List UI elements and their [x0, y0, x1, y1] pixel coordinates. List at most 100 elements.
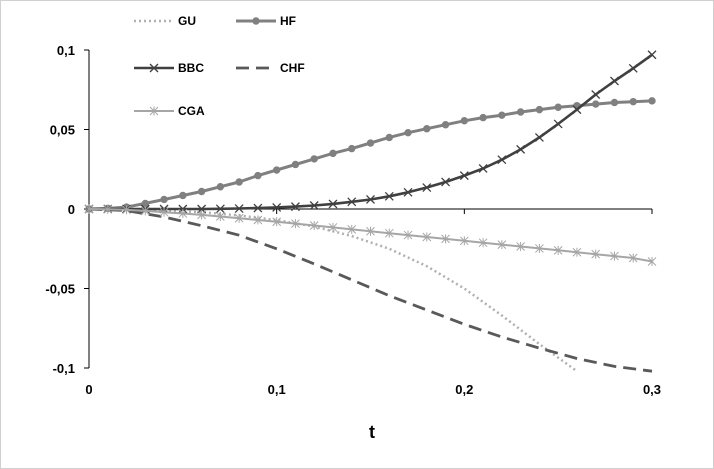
data-point-hf [498, 111, 506, 119]
data-point-cga [591, 249, 601, 259]
data-point-bbc [610, 76, 619, 86]
data-point-cga [253, 215, 263, 225]
data-point-bbc [272, 202, 282, 212]
data-point-hf [179, 191, 187, 200]
data-point-cga [628, 253, 638, 263]
data-point-bbc [234, 204, 244, 213]
data-point-bbc [215, 204, 225, 214]
data-point-bbc [328, 199, 338, 209]
data-point-hf [366, 139, 375, 147]
data-point-cga [234, 213, 244, 223]
data-point-cga [216, 211, 225, 221]
data-point-bbc [534, 132, 544, 142]
data-point-cga [328, 222, 338, 232]
legend-item-gu: GU [134, 14, 196, 28]
marker-stroke [215, 204, 225, 214]
series-line-gu [88, 207, 578, 373]
legend-label-bbc: BBC [178, 61, 204, 75]
data-point-cga [178, 208, 188, 218]
marker-stroke [422, 183, 432, 192]
data-point-cga [272, 217, 282, 227]
data-point-cga [122, 205, 131, 215]
data-point-hf [385, 133, 393, 142]
marker-stroke [234, 204, 244, 213]
data-point-hf [329, 149, 337, 158]
y-tick-label: 0 [68, 202, 75, 217]
data-point-hf [629, 97, 637, 106]
data-point-cga [478, 238, 488, 248]
data-point-cga [459, 236, 469, 246]
legend-item-cga: CGA [134, 104, 205, 118]
marker-stroke [272, 202, 282, 212]
legend-label-hf: HF [280, 14, 296, 28]
y-tick-label: 0,05 [50, 123, 75, 138]
data-point-bbc [253, 203, 263, 213]
data-point-bbc [309, 201, 319, 210]
data-point-bbc [591, 90, 601, 99]
marker-stroke [478, 163, 488, 173]
y-tick-label: 0,1 [57, 43, 75, 58]
legend-label-chf: CHF [280, 61, 305, 75]
tick-labels: 0,1 0,05 0 -0,05 -0,1 0 0,1 0,2 0,3 [45, 43, 661, 397]
marker-stroke [290, 202, 300, 212]
series-line-bbc [89, 53, 653, 211]
data-point-bbc [478, 163, 488, 173]
data-point-hf [310, 155, 318, 163]
data-point-hf [254, 171, 262, 180]
data-point-cga [159, 207, 169, 217]
series-layer [84, 50, 657, 373]
data-point-bbc [553, 119, 563, 129]
x-tick-label: 0,1 [268, 382, 286, 397]
data-point-hf [592, 100, 600, 108]
marker-stroke [347, 197, 357, 207]
y-tick-label: -0,05 [45, 282, 75, 297]
data-point-cga [553, 245, 563, 255]
marker-stroke [497, 155, 507, 165]
data-point-cga [384, 228, 394, 238]
data-point-hf [648, 97, 656, 105]
data-point-bbc [347, 197, 357, 207]
legend-label-gu: GU [178, 14, 196, 28]
marker-stroke [328, 199, 338, 209]
legend-item-bbc: BBC [134, 61, 204, 75]
marker-stroke [572, 105, 582, 115]
marker-stroke [628, 63, 638, 73]
data-point-cga [610, 251, 619, 261]
data-point-hf [479, 113, 487, 122]
marker-stroke [610, 76, 619, 86]
marker-stroke [516, 144, 526, 154]
marker-stroke [366, 195, 375, 204]
data-point-hf [460, 117, 469, 125]
data-point-hf [141, 199, 150, 208]
legend-label-cga: CGA [178, 104, 205, 118]
marker-stroke [403, 187, 413, 197]
data-point-cga [347, 224, 357, 234]
x-tick-label: 0 [85, 382, 92, 397]
legend-marker-hf [252, 17, 260, 25]
data-point-hf [554, 103, 562, 111]
marker-stroke [553, 119, 563, 129]
x-axis-title: t [369, 422, 375, 442]
x-tick-label: 0,2 [455, 382, 473, 397]
marker-stroke [384, 191, 394, 201]
data-point-bbc [572, 105, 582, 115]
data-point-hf [404, 128, 412, 137]
marker-stroke [534, 132, 544, 142]
series-cga [84, 204, 657, 266]
data-point-bbc [441, 177, 451, 187]
data-point-bbc [290, 202, 300, 212]
marker-stroke [647, 50, 657, 60]
data-point-cga [572, 247, 582, 257]
data-point-hf [535, 105, 544, 114]
data-point-cga [84, 204, 94, 214]
data-point-bbc [384, 191, 394, 201]
legend-marker-bbc [149, 63, 159, 73]
data-point-hf [216, 183, 225, 191]
legend-item-hf: HF [236, 14, 296, 28]
data-point-cga [647, 256, 657, 266]
data-point-cga [403, 230, 413, 240]
data-point-hf [160, 195, 168, 204]
legend-item-chf: CHF [236, 61, 305, 75]
